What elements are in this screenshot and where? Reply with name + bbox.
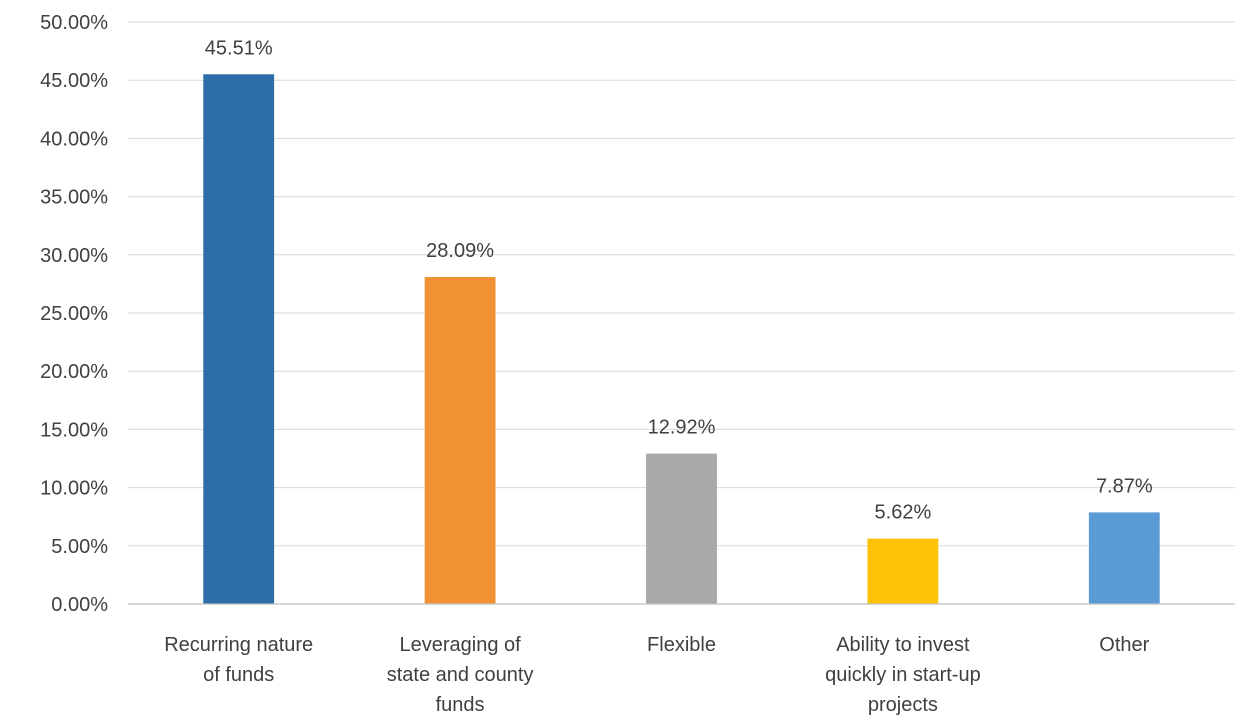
data-label: 7.87% (1096, 475, 1153, 497)
x-category-label: funds (436, 694, 485, 716)
x-category-label: of funds (203, 664, 274, 686)
x-category-label: Ability to invest (836, 634, 970, 656)
bar (646, 454, 717, 604)
data-label: 12.92% (648, 417, 716, 439)
bar (425, 277, 496, 604)
data-label: 45.51% (205, 37, 273, 59)
bar (203, 74, 274, 604)
y-tick-label: 5.00% (51, 536, 108, 558)
y-tick-label: 25.00% (40, 303, 108, 325)
y-axis-tick-labels: 0.00% 5.00% 10.00% 15.00% 20.00% 25.00% 30.00%… (40, 12, 108, 616)
data-labels: 45.51% 28.09% 12.92% 5.62% 7.87% (205, 37, 1153, 523)
bar (1089, 512, 1160, 604)
x-axis-category-labels: Recurring nature of funds Leveraging of sta… (164, 634, 1149, 716)
y-tick-label: 30.00% (40, 245, 108, 267)
y-tick-label: 40.00% (40, 128, 108, 150)
x-category-label: Flexible (647, 634, 716, 656)
data-label: 28.09% (426, 240, 494, 262)
y-tick-label: 45.00% (40, 70, 108, 92)
x-category-label: Recurring nature (164, 634, 313, 656)
bars (203, 74, 1159, 604)
bar (867, 539, 938, 604)
x-category-label: quickly in start-up (825, 664, 981, 686)
x-category-label: projects (868, 694, 938, 716)
data-label: 5.62% (875, 502, 932, 524)
y-tick-label: 50.00% (40, 12, 108, 34)
y-tick-label: 15.00% (40, 419, 108, 441)
x-category-label: Leveraging of (399, 634, 521, 656)
y-tick-label: 10.00% (40, 478, 108, 500)
x-category-label: Other (1099, 634, 1149, 656)
y-tick-label: 20.00% (40, 361, 108, 383)
x-category-label: state and county (387, 664, 534, 686)
y-tick-label: 0.00% (51, 594, 108, 616)
y-tick-label: 35.00% (40, 187, 108, 209)
